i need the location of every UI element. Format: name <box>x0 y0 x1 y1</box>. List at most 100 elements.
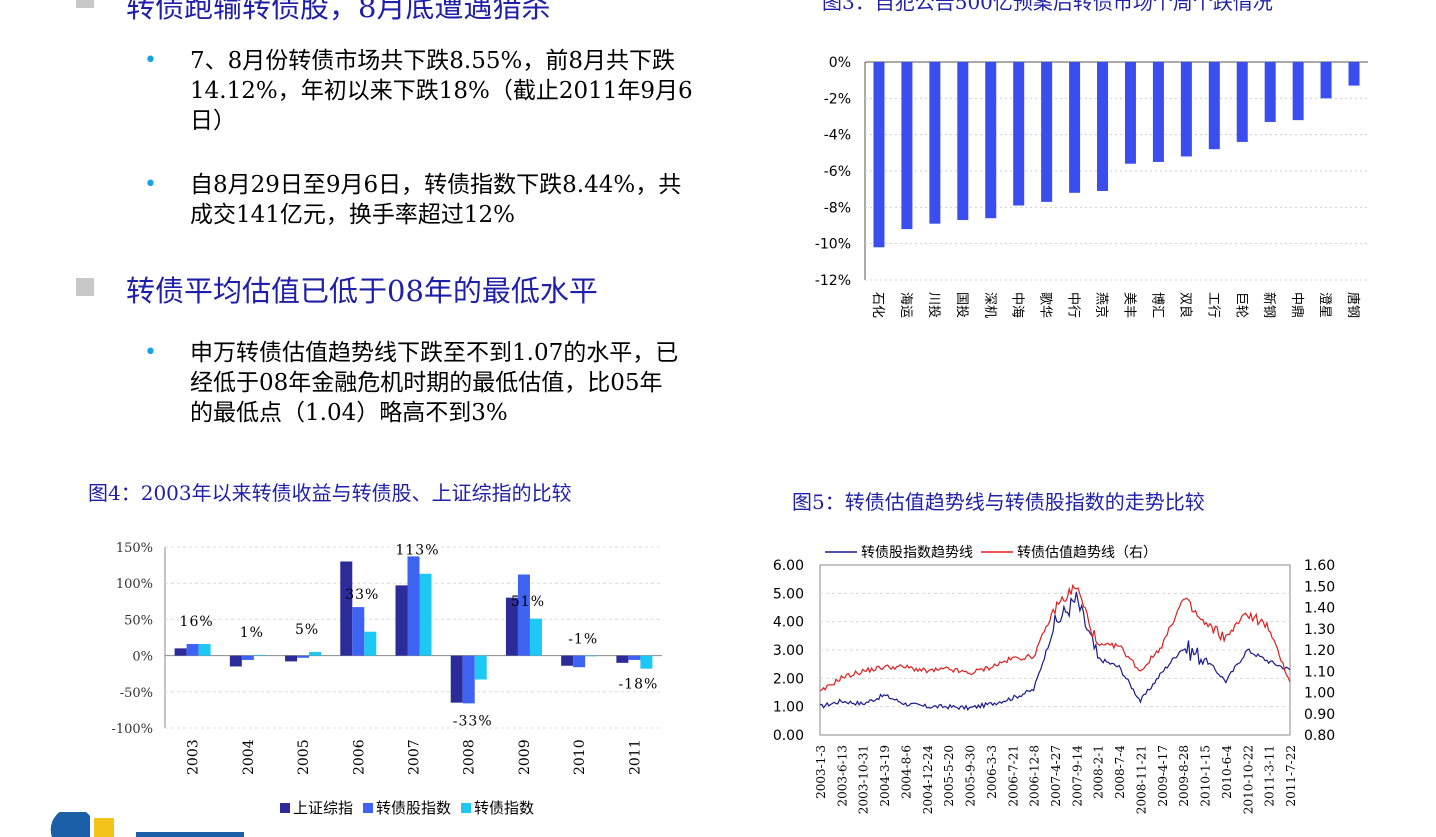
fig4-x-tick-label: 2009 <box>517 739 533 775</box>
fig5-x-tick-label: 2006-7-21 <box>1006 745 1020 807</box>
fig4-bar <box>198 644 211 656</box>
fig5-x-tick-label: 2003-6-13 <box>835 745 849 807</box>
fig4-y-tick-label: -50% <box>120 686 153 701</box>
fig3-y-tick-label: -12% <box>815 273 851 289</box>
fig4-bar <box>419 573 432 656</box>
fig3-bar <box>1180 62 1192 157</box>
fig3-y-tick-label: -2% <box>824 91 851 107</box>
fig3-y-tick-label: -4% <box>824 128 851 144</box>
fig4-bar <box>517 574 530 656</box>
fig4-data-label: 5% <box>295 622 319 638</box>
fig4-x-tick-label: 2011 <box>627 739 643 775</box>
fig5-x-tick-label: 2010-6-4 <box>1220 745 1234 799</box>
fig3-x-tick-label: 石化 <box>870 292 885 318</box>
fig3-bar <box>1041 62 1053 202</box>
fig3-bar <box>985 62 997 219</box>
fig4-legend-label: 转债指数 <box>474 799 534 817</box>
fig3-bar <box>929 62 941 224</box>
fig4-bar <box>253 654 266 656</box>
fig4-data-label: -18% <box>618 677 658 693</box>
fig3-bar-chart: 0% -2% -4% -6% -8% -10% -12% 石化 海运 川投 国投 深机 中海 歌华 中行 燕京… <box>815 55 1368 318</box>
logo <box>50 812 244 837</box>
fig4-bar <box>241 655 254 660</box>
fig4-bar <box>174 648 187 656</box>
fig3-y-tick-label: -6% <box>824 164 851 180</box>
fig5-right-tick-label: 1.60 <box>1304 558 1335 574</box>
fig4-bar <box>640 655 653 669</box>
fig4-y-tick-label: 0% <box>132 650 153 665</box>
fig3-bar <box>1292 62 1304 121</box>
fig4-x-tick-label: 2007 <box>407 739 423 775</box>
fig4-data-label: 113% <box>395 542 439 558</box>
fig5-x-tick-label: 2004-3-19 <box>878 745 892 807</box>
fig5-x-tick-label: 2006-3-3 <box>985 745 999 799</box>
fig4-bar <box>561 655 574 666</box>
fig5-right-tick-label: 1.50 <box>1304 579 1335 595</box>
fig4-caption: 图4：2003年以来转债收益与转债股、上证综指的比较 <box>88 481 572 505</box>
fig5-left-tick-label: 6.00 <box>773 558 804 574</box>
fig3-bar <box>1208 62 1220 150</box>
fig3-x-tick-label: 国投 <box>954 292 970 318</box>
fig4-bar <box>340 561 353 656</box>
fig4-bar <box>450 655 463 703</box>
fig3-x-tick-label: 川投 <box>926 292 942 318</box>
fig3-bar <box>1124 62 1136 164</box>
fig4-bar <box>352 607 365 656</box>
fig5-x-tick-label: 2009-8-28 <box>1177 745 1191 807</box>
fig5-x-tick-label: 2003-10-31 <box>857 745 871 814</box>
fig3-x-tick-label: 深机 <box>982 292 997 318</box>
fig3-bar <box>1013 62 1025 206</box>
fig5-x-tick-label: 2009-4-17 <box>1156 745 1170 807</box>
fig3-caption: 图3：自犯公告500亿预案后转债市场个周个跌情况 <box>822 0 1273 14</box>
bullet-text: 申万转债估值趋势线下跌至不到1.07的水平，已 经低于08年金融危机时期的最低估… <box>190 340 679 426</box>
fig3-x-tick-label: 海运 <box>898 292 913 318</box>
bullet-text: 7、8月份转债市场共下跌8.55%，前8月共下跌 14.12%，年初以来下跌18… <box>190 48 693 134</box>
fig5-right-tick-label: 1.10 <box>1304 664 1335 680</box>
fig5-right-tick-label: 1.00 <box>1304 686 1335 702</box>
fig5-x-tick-label: 2005-9-30 <box>964 745 978 807</box>
fig4-bar <box>395 585 408 656</box>
fig5-legend-label: 转债估值趋势线（右） <box>1017 545 1157 561</box>
fig3-bar <box>901 62 913 230</box>
fig3-x-tick-label: 双良 <box>1177 292 1193 318</box>
fig3-x-tick-label: 歌华 <box>1038 292 1053 318</box>
fig5-right-tick-label: 0.90 <box>1304 707 1335 723</box>
fig3-bar <box>1152 62 1164 162</box>
fig3-x-tick-label: 唐钢 <box>1345 292 1361 318</box>
fig4-x-tick-label: 2004 <box>241 739 257 775</box>
fig5-x-tick-label: 2005-5-20 <box>942 745 956 807</box>
fig5-x-tick-label: 2003-1-3 <box>814 745 828 799</box>
fig3-bar <box>1236 62 1248 142</box>
fig4-bar <box>616 655 629 663</box>
fig3-x-tick-label: 澄星 <box>1317 292 1332 318</box>
fig3-x-tick-label: 新钢 <box>1261 292 1277 318</box>
fig4-bar <box>297 655 310 658</box>
fig4-bar <box>585 655 598 657</box>
bullet-icon: • <box>144 172 157 197</box>
fig4-y-tick-label: 150% <box>116 541 153 556</box>
fig5-x-tick-label: 2007-9-14 <box>1070 745 1084 807</box>
fig4-data-label: -1% <box>568 632 598 648</box>
section-marker <box>76 0 94 8</box>
fig3-bar <box>957 62 969 221</box>
fig5-right-tick-label: 1.40 <box>1304 601 1335 617</box>
fig5-x-tick-label: 2011-3-11 <box>1263 745 1277 807</box>
fig4-x-tick-label: 2003 <box>186 739 202 775</box>
fig4-x-tick-label: 2006 <box>351 739 367 775</box>
fig5-x-tick-label: 2008-2-1 <box>1092 745 1106 799</box>
fig3-x-tick-label: 美丰 <box>1121 292 1136 318</box>
fig3-x-tick-label: 中鼎 <box>1289 292 1304 318</box>
fig4-bar <box>505 597 518 656</box>
fig4-y-tick-label: 50% <box>124 613 153 628</box>
fig5-right-tick-label: 1.20 <box>1304 643 1335 659</box>
fig3-y-tick-label: -8% <box>824 200 851 216</box>
fig5-series-line <box>819 591 1291 712</box>
fig4-legend-swatch <box>461 803 471 813</box>
fig4-grouped-bar-chart: 150% 100% 50% 0% -50% -100% 2003 16% 2004 1% 2005 5… <box>111 541 662 817</box>
fig4-bar <box>529 618 542 656</box>
fig4-bar <box>628 655 641 660</box>
fig3-y-tick-label: -10% <box>815 237 851 253</box>
fig5-x-tick-label: 2008-7-4 <box>1113 745 1127 799</box>
fig4-data-label: 16% <box>180 614 214 630</box>
fig4-y-tick-label: 100% <box>116 577 153 592</box>
